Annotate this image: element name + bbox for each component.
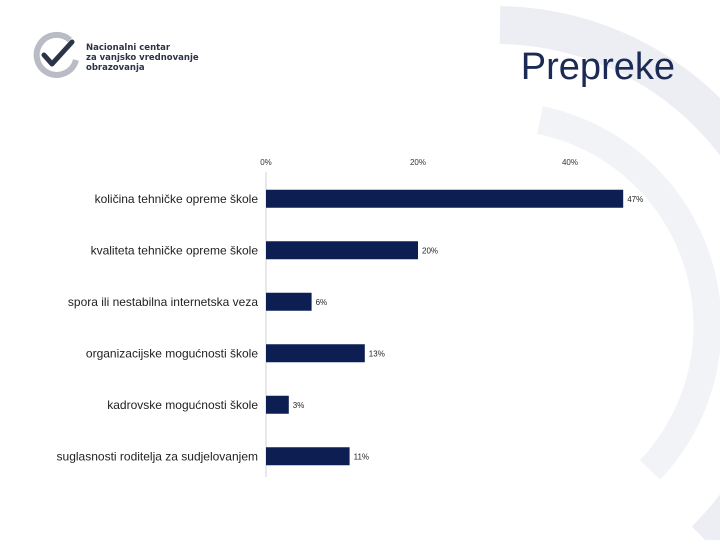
category-label: organizacijske mogućnosti škole [86,346,258,360]
data-label: 6% [316,298,328,307]
logo-line-1: Nacionalni centar [86,43,171,53]
category-label: kvaliteta tehničke opreme škole [91,243,259,257]
logo-line-2: za vanjsko vrednovanje [86,53,199,63]
x-tick-label: 20% [410,158,426,167]
bar [266,292,312,311]
bar [266,395,289,414]
bar [266,447,350,466]
check-logo-icon [33,31,79,78]
data-label: 47% [627,195,643,204]
x-tick-label: 0% [260,158,272,167]
logo-line-3: obrazovanja [86,63,145,73]
category-label: kadrovske mogućnosti škole [107,398,258,412]
page-title: Prepreke [520,46,675,88]
bar [266,189,624,208]
logo: Nacionalni centar za vanjsko vrednovanje… [30,30,199,86]
logo-text: Nacionalni centar za vanjsko vrednovanje… [86,43,199,73]
bar [266,344,365,363]
x-tick-label: 40% [562,158,578,167]
data-label: 20% [422,246,438,255]
data-label: 3% [293,401,305,410]
data-label: 11% [354,452,369,461]
category-label: suglasnosti roditelja za sudjelovanjem [57,449,258,463]
data-label: 13% [369,349,385,358]
category-label: spora ili nestabilna internetska veza [68,295,258,309]
bar [266,241,418,260]
category-label: količina tehničke opreme škole [95,192,259,206]
